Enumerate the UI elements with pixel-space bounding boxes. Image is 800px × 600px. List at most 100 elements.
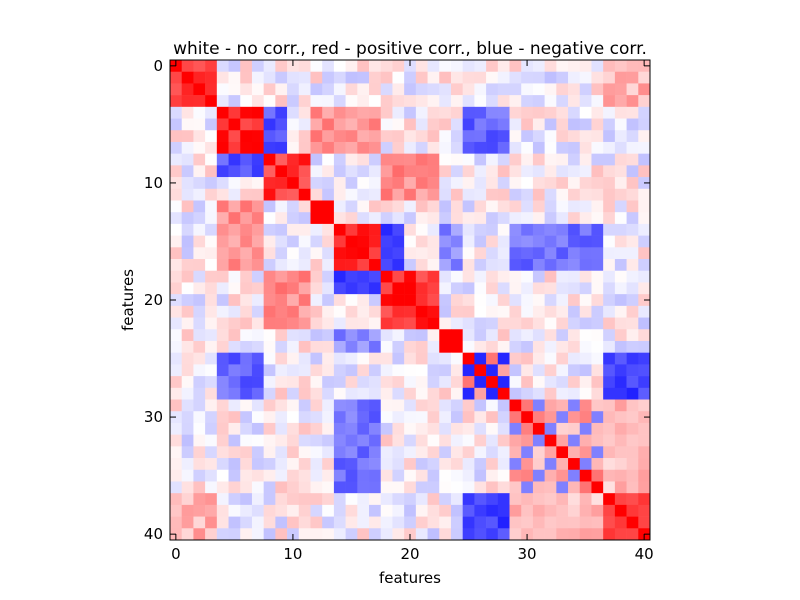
- heatmap-cell: [251, 223, 264, 236]
- heatmap-cell: [556, 212, 569, 225]
- heatmap-cell: [439, 458, 452, 471]
- heatmap-cell: [333, 317, 346, 330]
- heatmap-cell: [193, 106, 206, 119]
- heatmap-cell: [486, 504, 499, 517]
- heatmap-cell: [287, 177, 300, 190]
- heatmap-cell: [579, 411, 592, 424]
- heatmap-cell: [591, 71, 604, 84]
- heatmap-cell: [205, 376, 218, 389]
- heatmap-cell: [322, 270, 335, 283]
- heatmap-cell: [322, 188, 335, 201]
- heatmap-cell: [298, 481, 311, 494]
- heatmap-cell: [287, 235, 300, 248]
- heatmap-cell: [474, 153, 487, 166]
- heatmap-cell: [404, 340, 417, 353]
- heatmap-cell: [415, 130, 428, 143]
- heatmap-cell: [240, 294, 253, 307]
- heatmap-cell: [380, 188, 393, 201]
- heatmap-cell: [380, 399, 393, 412]
- heatmap-cell: [509, 177, 522, 190]
- heatmap-cell: [486, 188, 499, 201]
- heatmap-cell: [193, 434, 206, 447]
- heatmap-cell: [392, 305, 405, 318]
- heatmap-cell: [509, 317, 522, 330]
- heatmap-cell: [509, 106, 522, 119]
- heatmap-cell: [369, 422, 382, 435]
- heatmap-cell: [462, 235, 475, 248]
- heatmap-cell: [497, 188, 510, 201]
- heatmap-cell: [591, 504, 604, 517]
- heatmap-cell: [193, 71, 206, 84]
- heatmap-cell: [333, 434, 346, 447]
- heatmap-cell: [228, 106, 241, 119]
- heatmap-cell: [486, 376, 499, 389]
- heatmap-cell: [298, 422, 311, 435]
- heatmap-cell: [275, 200, 288, 213]
- heatmap-cell: [322, 352, 335, 365]
- heatmap-cell: [263, 411, 276, 424]
- heatmap-cell: [263, 422, 276, 435]
- heatmap-cell: [497, 153, 510, 166]
- heatmap-cell: [474, 305, 487, 318]
- heatmap-cell: [486, 118, 499, 131]
- heatmap-cell: [486, 481, 499, 494]
- heatmap-cell: [240, 399, 253, 412]
- heatmap-cell: [369, 364, 382, 377]
- heatmap-cell: [216, 95, 229, 108]
- heatmap-cell: [170, 95, 183, 108]
- heatmap-cell: [392, 153, 405, 166]
- heatmap-cell: [345, 165, 358, 178]
- heatmap-cell: [415, 458, 428, 471]
- heatmap-cell: [193, 223, 206, 236]
- heatmap-cell: [322, 83, 335, 96]
- heatmap-cell: [439, 71, 452, 84]
- heatmap-cell: [263, 130, 276, 143]
- heatmap-cell: [603, 71, 616, 84]
- heatmap-cell: [181, 95, 194, 108]
- heatmap-cell: [298, 95, 311, 108]
- heatmap-cell: [181, 71, 194, 84]
- heatmap-cell: [275, 71, 288, 84]
- heatmap-cell: [263, 399, 276, 412]
- heatmap-cell: [333, 200, 346, 213]
- heatmap-cell: [170, 247, 183, 260]
- heatmap-cell: [556, 188, 569, 201]
- heatmap-cell: [310, 458, 323, 471]
- heatmap-cell: [579, 399, 592, 412]
- heatmap-cell: [357, 434, 370, 447]
- heatmap-cell: [638, 469, 651, 482]
- heatmap-cell: [392, 422, 405, 435]
- heatmap-cell: [556, 270, 569, 283]
- heatmap-cell: [532, 458, 545, 471]
- heatmap-cell: [298, 329, 311, 342]
- heatmap-cell: [205, 165, 218, 178]
- heatmap-cell: [369, 130, 382, 143]
- heatmap-cell: [333, 294, 346, 307]
- heatmap-cell: [404, 95, 417, 108]
- heatmap-cell: [521, 165, 534, 178]
- heatmap-cell: [556, 422, 569, 435]
- heatmap-cell: [427, 212, 440, 225]
- heatmap-cell: [404, 305, 417, 318]
- heatmap-cell: [310, 528, 323, 541]
- heatmap-cell: [521, 493, 534, 506]
- heatmap-cell: [193, 294, 206, 307]
- heatmap-cell: [404, 434, 417, 447]
- heatmap-cell: [521, 177, 534, 190]
- heatmap-cell: [287, 188, 300, 201]
- heatmap-cell: [345, 528, 358, 541]
- heatmap-cell: [462, 434, 475, 447]
- heatmap-cell: [521, 317, 534, 330]
- heatmap-cell: [380, 165, 393, 178]
- heatmap-cell: [287, 282, 300, 295]
- heatmap-cell: [439, 352, 452, 365]
- heatmap-cell: [392, 446, 405, 459]
- heatmap-cell: [626, 223, 639, 236]
- heatmap-cell: [228, 504, 241, 517]
- heatmap-cell: [251, 188, 264, 201]
- heatmap-cell: [521, 282, 534, 295]
- heatmap-cell: [509, 130, 522, 143]
- heatmap-cell: [521, 153, 534, 166]
- heatmap-cell: [439, 95, 452, 108]
- heatmap-cell: [603, 235, 616, 248]
